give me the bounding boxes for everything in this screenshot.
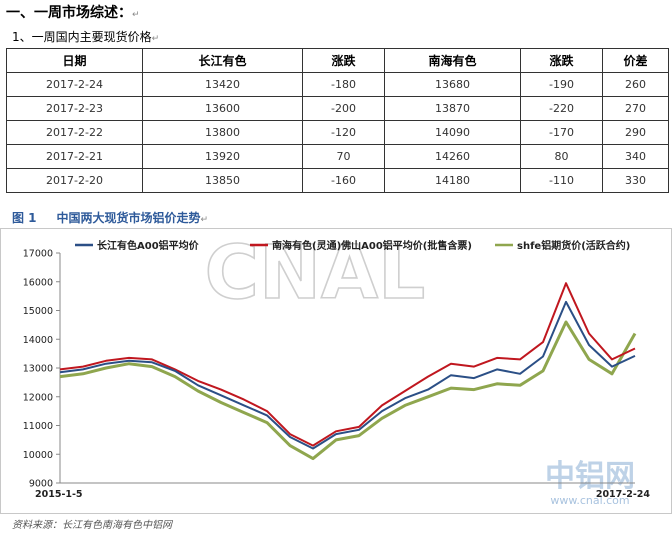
- watermark-url: www.cnal.com: [550, 494, 629, 507]
- cell-nanhai: 14090: [384, 120, 521, 145]
- cell-changjiang: 13600: [142, 96, 303, 121]
- figure-number: 图 1: [12, 211, 37, 225]
- cell-spread: 340: [602, 144, 669, 169]
- cell-date: 2017-2-20: [6, 168, 143, 193]
- figure-title: 图 1 中国两大现货市场铝价走势↵: [12, 211, 209, 225]
- watermark-brand: 中铝网: [545, 459, 635, 494]
- y-tick-label: 15000: [23, 306, 53, 317]
- source-note: 资料来源：长江有色南海有色中铝网: [12, 520, 172, 531]
- cell-changjiang: 13850: [142, 168, 303, 193]
- legend-label: shfe铝期货价(活跃合约): [517, 239, 630, 252]
- cell-change: -120: [302, 120, 385, 145]
- table-row: 2017-2-21 13920 70 14260 80 340: [6, 144, 669, 169]
- table-row: 2017-2-22 13800 -120 14090 -170 290: [6, 120, 669, 145]
- cell-change: -110: [520, 168, 603, 193]
- aluminum-price-chart: CNAL 中铝网 www.cnal.com 9000 10000 11000 1200…: [0, 228, 672, 514]
- header-changjiang: 长江有色: [142, 48, 303, 73]
- chart-legend: 长江有色A00铝平均价 南海有色(灵通)佛山A00铝平均价(批售含票) shfe铝期…: [75, 239, 630, 252]
- cell-spread: 290: [602, 120, 669, 145]
- chart-frame: [0, 228, 672, 514]
- legend-label: 南海有色(灵通)佛山A00铝平均价(批售含票): [272, 239, 472, 252]
- cell-changjiang: 13420: [142, 72, 303, 97]
- cell-nanhai: 14180: [384, 168, 521, 193]
- header-date: 日期: [6, 48, 143, 73]
- cell-change: -170: [520, 120, 603, 145]
- y-tick-label: 13000: [23, 364, 53, 375]
- y-tick-label: 16000: [23, 277, 53, 288]
- cell-change: 80: [520, 144, 603, 169]
- cell-spread: 270: [602, 96, 669, 121]
- cell-change: 70: [302, 144, 385, 169]
- table-row: 2017-2-24 13420 -180 13680 -190 260: [6, 72, 669, 97]
- x-tick-label: 2017-2-24: [596, 489, 651, 500]
- header-spread: 价差: [602, 48, 669, 73]
- cell-date: 2017-2-21: [6, 144, 143, 169]
- y-tick-label: 17000: [23, 249, 53, 260]
- cell-change: -160: [302, 168, 385, 193]
- y-tick-label: 10000: [23, 450, 53, 461]
- cell-nanhai: 13870: [384, 96, 521, 121]
- y-tick-label: 11000: [23, 421, 53, 432]
- section-heading: 一、一周市场综述：↵: [6, 5, 140, 21]
- series-line: [59, 282, 636, 447]
- cell-spread: 330: [602, 168, 669, 193]
- cnal-watermark: CNAL 中铝网 www.cnal.com: [204, 229, 635, 507]
- cell-nanhai: 13680: [384, 72, 521, 97]
- cell-changjiang: 13800: [142, 120, 303, 145]
- header-change-changjiang: 涨跌: [302, 48, 385, 73]
- table-row: 2017-2-20 13850 -160 14180 -110 330: [6, 168, 669, 193]
- cell-date: 2017-2-22: [6, 120, 143, 145]
- series-line: [59, 320, 637, 461]
- cell-date: 2017-2-23: [6, 96, 143, 121]
- table-header-row: 日期 长江有色 涨跌 南海有色 涨跌 价差: [6, 48, 669, 73]
- watermark-cnal: CNAL: [205, 230, 426, 316]
- series-line: [59, 300, 636, 450]
- chart-series: [59, 282, 637, 461]
- price-table: 日期 长江有色 涨跌 南海有色 涨跌 价差 2017-2-24 13420 -1…: [6, 48, 669, 193]
- x-tick-label: 2015-1-5: [35, 489, 83, 500]
- y-tick-label: 14000: [23, 335, 53, 346]
- header-change-nanhai: 涨跌: [520, 48, 603, 73]
- table-row: 2017-2-23 13600 -200 13870 -220 270: [6, 96, 669, 121]
- cell-change: -200: [302, 96, 385, 121]
- cell-change: -190: [520, 72, 603, 97]
- chart-axes: 9000 10000 11000 12000 13000 14000 15000 16000 1…: [23, 249, 651, 501]
- cell-change: -180: [302, 72, 385, 97]
- figure-caption: 中国两大现货市场铝价走势: [56, 211, 201, 225]
- cell-spread: 260: [602, 72, 669, 97]
- y-tick-label: 9000: [29, 479, 53, 490]
- header-nanhai: 南海有色: [384, 48, 521, 73]
- subsection-heading: 1、一周国内主要现货价格↵: [12, 30, 160, 44]
- legend-label: 长江有色A00铝平均价: [97, 239, 200, 252]
- cell-date: 2017-2-24: [6, 72, 143, 97]
- cell-nanhai: 14260: [384, 144, 521, 169]
- cell-change: -220: [520, 96, 603, 121]
- cell-changjiang: 13920: [142, 144, 303, 169]
- y-tick-label: 12000: [23, 392, 53, 403]
